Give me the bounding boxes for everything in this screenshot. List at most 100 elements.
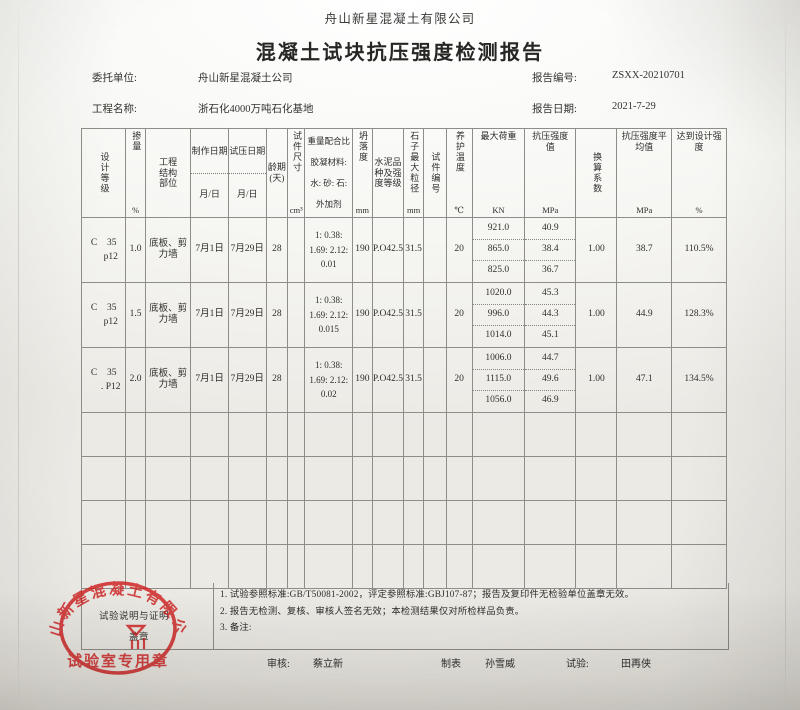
company-name: 舟山新星混凝土有限公司: [324, 12, 476, 26]
cell-empty: [371, 456, 405, 501]
cell-strength: 44.7 49.6 46.9: [524, 347, 577, 413]
cell-mix-ratio: 1: 0.38: 1.69: 2.12: 0.015: [304, 282, 354, 348]
cell-empty: [125, 544, 146, 589]
cell-test-date: 7月29日: [227, 282, 267, 348]
prepare-label: 制表: [441, 659, 461, 670]
test-results-table: 设计等级 掺量% 工程结构部位 制作日期 月/日 试压日期 月/日 龄期 (天) 试件…: [80, 128, 727, 589]
cell-empty: [287, 412, 306, 457]
review-value: 蔡立新: [313, 659, 343, 670]
cell-empty: [265, 412, 289, 457]
header-avg-strength: 抗压强度平均值 MPa: [616, 128, 673, 218]
header-design-grade: 设计等级: [80, 128, 127, 218]
table-row-empty: [80, 456, 727, 501]
cell-slump: 190: [352, 217, 373, 283]
cell-age: 28: [265, 217, 289, 283]
header-specimen-no: 试件编号: [422, 128, 447, 218]
cell-pct-design: 134.5%: [671, 347, 727, 413]
cell-empty: [80, 544, 127, 589]
cell-empty: [575, 412, 618, 457]
header-strength: 抗压强度值 MPa: [524, 128, 577, 218]
cell-agg-size: 31.5: [403, 217, 424, 283]
note-line-3: 3. 备注:: [220, 623, 252, 634]
cell-avg-strength: 44.9: [616, 282, 673, 348]
report-no-value: ZSXX-20210701: [612, 70, 685, 81]
cell-design-grade: C 35 p12: [80, 217, 127, 283]
cell-empty: [144, 544, 192, 589]
cell-specimen-size: [287, 347, 306, 413]
cell-cure-temp: 20: [445, 282, 473, 348]
cell-empty: [403, 412, 424, 457]
cell-max-load: 1006.0 1115.0 1056.0: [471, 347, 526, 413]
cell-empty: [352, 456, 373, 501]
cell-avg-strength: 47.1: [616, 347, 673, 413]
cell-empty: [190, 500, 229, 545]
header-make-date: 制作日期 月/日: [190, 128, 229, 218]
table-header-row: 设计等级 掺量% 工程结构部位 制作日期 月/日 试压日期 月/日 龄期 (天) 试件…: [80, 128, 727, 218]
cell-empty: [227, 544, 267, 589]
cell-strength: 40.9 38.4 36.7: [524, 217, 577, 283]
client-label: 委托单位:: [92, 73, 137, 84]
cell-empty: [352, 544, 373, 589]
notes-left-line2: 盖章: [129, 633, 150, 643]
cell-empty: [616, 500, 673, 545]
header-max-load: 最大荷重 KN: [471, 128, 526, 218]
cell-empty: [265, 456, 289, 501]
cell-design-grade: C 35. P12: [80, 347, 127, 413]
cell-dosage: 1.5: [125, 282, 146, 348]
cell-empty: [125, 456, 146, 501]
notes-area: 试验说明与证明 盖章 1. 试验参照标准:GB/T50081-2002，评定参照…: [81, 583, 729, 650]
notes-right-cell: 1. 试验参照标准:GB/T50081-2002，评定参照标准:GBJ107-8…: [214, 583, 728, 649]
cell-design-grade: C 35 p12: [80, 282, 127, 348]
header-age: 龄期 (天): [265, 128, 289, 218]
signature-row: 审核: 蔡立新 制表 孙雪威 试验: 田再侠: [81, 649, 727, 675]
cell-empty: [190, 544, 229, 589]
paper-edge-left: [18, 0, 19, 710]
cell-age: 28: [265, 347, 289, 413]
project-value: 浙石化4000万吨石化基地: [198, 104, 314, 115]
review-label: 审核:: [267, 659, 290, 670]
cell-test-date: 7月29日: [227, 217, 267, 283]
table-row: C 35 p12 1.0 底板、剪力墙 7月1日 7月29日 28 1: 0.38: 1.69: …: [80, 217, 727, 283]
page-title: 混凝土试块抗压强度检测报告: [255, 42, 545, 64]
cell-empty: [445, 500, 473, 545]
cell-empty: [403, 500, 424, 545]
table-row-empty: [80, 544, 727, 589]
cell-conv-factor: 1.00: [575, 217, 618, 283]
cell-agg-size: 31.5: [403, 347, 424, 413]
cell-empty: [287, 500, 306, 545]
cell-empty: [471, 500, 526, 545]
cell-mix-ratio: 1: 0.38: 1.69: 2.12: 0.02: [304, 347, 354, 413]
cell-empty: [471, 544, 526, 589]
cell-empty: [190, 456, 229, 501]
cell-specimen-no: [422, 217, 447, 283]
header-slump: 坍落度 mm: [352, 128, 373, 218]
project-label: 工程名称:: [92, 104, 137, 115]
cell-empty: [352, 412, 373, 457]
header-agg-size: 石子最大粒径 mm: [403, 128, 424, 218]
cell-empty: [575, 544, 618, 589]
cell-empty: [265, 544, 289, 589]
cell-mix-ratio: 1: 0.38: 1.69: 2.12: 0.01: [304, 217, 354, 283]
cell-empty: [616, 456, 673, 501]
cell-empty: [287, 456, 306, 501]
cell-dosage: 2.0: [125, 347, 146, 413]
cell-empty: [471, 412, 526, 457]
cell-conv-factor: 1.00: [575, 347, 618, 413]
cell-test-date: 7月29日: [227, 347, 267, 413]
cell-empty: [80, 456, 127, 501]
cell-make-date: 7月1日: [190, 282, 229, 348]
cell-age: 28: [265, 282, 289, 348]
cell-empty: [616, 412, 673, 457]
header-cure-temp: 养护温度 ℃: [445, 128, 473, 218]
cell-max-load: 921.0 865.0 825.0: [471, 217, 526, 283]
cell-make-date: 7月1日: [190, 217, 229, 283]
cell-empty: [524, 412, 577, 457]
header-test-date: 试压日期 月/日: [227, 128, 267, 218]
cell-empty: [422, 500, 447, 545]
cell-empty: [125, 500, 146, 545]
cell-max-load: 1020.0 996.0 1014.0: [471, 282, 526, 348]
note-line-2: 2. 报告无检测、复核、审核人签名无效；本检测结果仅对所检样品负责。: [220, 606, 525, 617]
cell-empty: [403, 456, 424, 501]
header-mix-ratio: 重量配合比 胶凝材料: 水: 砂: 石: 外加剂: [304, 128, 354, 218]
prepare-value: 孙雪威: [485, 659, 515, 670]
